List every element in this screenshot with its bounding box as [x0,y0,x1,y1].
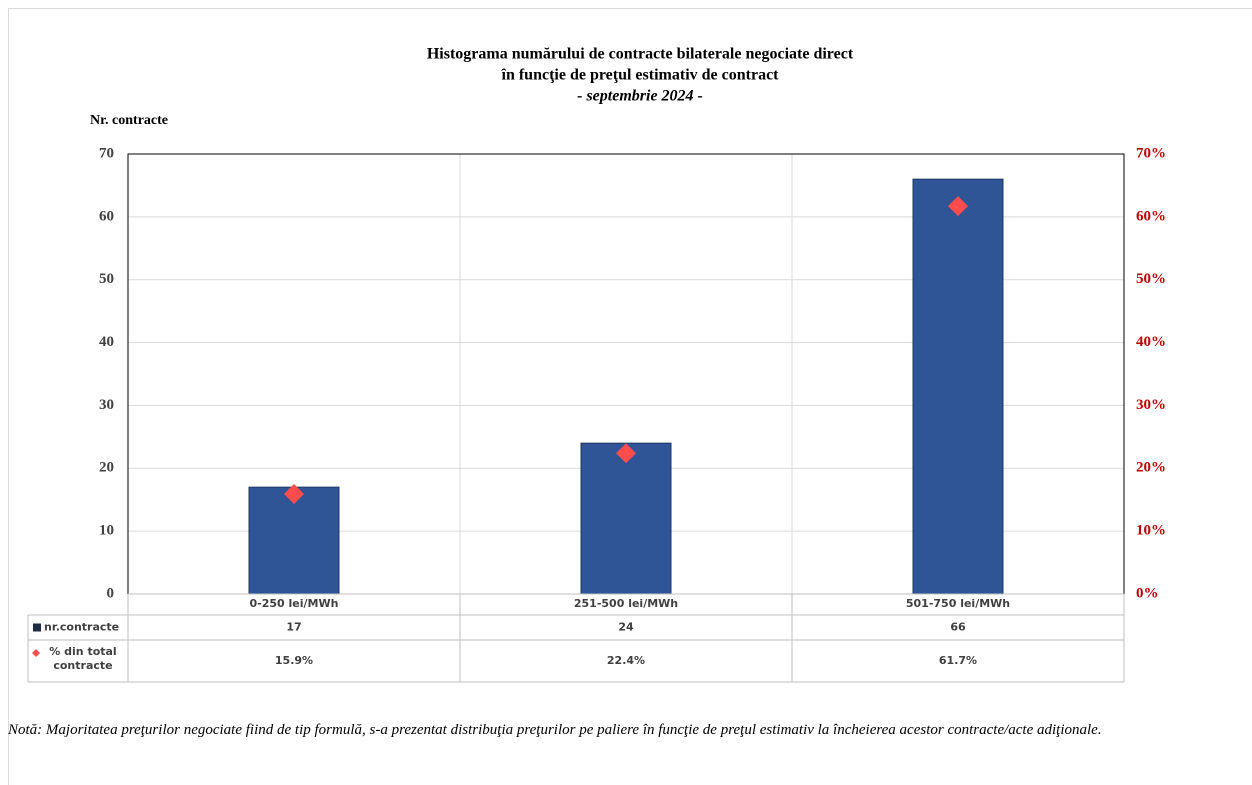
y2-tick-label: 60% [1136,208,1166,224]
table-value: 24 [618,621,634,634]
bar [580,442,672,595]
legend-marker [33,623,41,632]
y2-tick-label: 20% [1136,460,1166,476]
y-tick-label: 60 [99,208,114,224]
legend-label: % din total contracte [49,645,117,672]
legend-label-box: % din total contracte [49,645,117,672]
x-tick-label: 251-500 lei/MWh [574,597,678,610]
y2-tick-label: 50% [1136,271,1166,287]
note: Notă: Majoritatea preţurilor negociate f… [8,722,1102,738]
x-tick-label: 0-250 lei/MWh [250,597,339,610]
y2-tick-label: 0% [1136,585,1159,601]
y-tick-label: 20 [99,460,114,476]
diamond-marker [284,484,304,505]
table-value: 22.4% [607,654,645,667]
y-tick-label: 40 [99,334,114,350]
y2-tick-label: 10% [1136,523,1166,539]
bar [912,178,1004,595]
y2-tick-label: 30% [1136,397,1166,413]
legend-label: nr.contracte [44,621,119,634]
y-tick-label: 50 [99,271,114,287]
x-tick-label: 501-750 lei/MWh [906,597,1010,610]
chart-title: Histograma numărului de contracte bilate… [427,46,854,63]
y-axis-label: Nr. contracte [90,113,168,128]
y-tick-label: 30 [99,397,114,413]
chart-title: în funcţie de preţul estimativ de contra… [501,67,780,84]
legend-marker [32,649,40,657]
y2-tick-label: 40% [1136,334,1166,350]
table-value: 66 [950,621,966,634]
y-tick-label: 0 [107,585,115,601]
diamond-marker [948,196,968,217]
y-tick-label: 70 [99,145,114,161]
diamond-marker [616,443,636,464]
table-value: 15.9% [275,654,313,667]
y-tick-label: 10 [99,523,114,539]
chart-subtitle: - septembrie 2024 - [577,88,703,105]
y2-tick-label: 70% [1136,145,1166,161]
table-value: 17 [286,621,301,634]
table-value: 61.7% [939,654,977,667]
